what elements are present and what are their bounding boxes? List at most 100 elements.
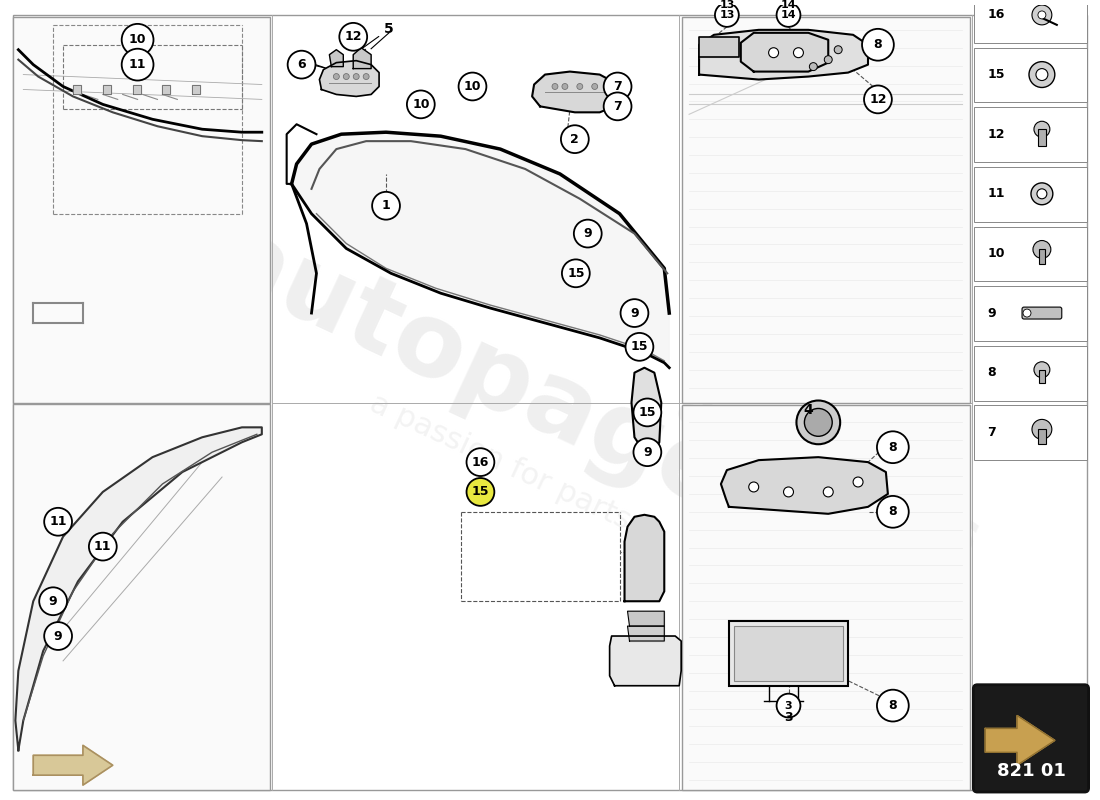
FancyBboxPatch shape: [1022, 307, 1062, 319]
Polygon shape: [720, 457, 888, 514]
FancyBboxPatch shape: [729, 621, 848, 686]
Bar: [975, 167, 1087, 222]
Text: 16: 16: [472, 456, 490, 469]
Bar: [975, 107, 1087, 162]
Circle shape: [777, 3, 801, 27]
Text: 6: 6: [297, 58, 306, 71]
Text: 15: 15: [472, 486, 490, 498]
Bar: [975, 48, 1087, 102]
Circle shape: [372, 192, 400, 220]
Circle shape: [287, 50, 316, 78]
Circle shape: [783, 487, 793, 497]
Circle shape: [466, 478, 494, 506]
Circle shape: [44, 508, 72, 536]
Circle shape: [1038, 11, 1046, 19]
Circle shape: [777, 694, 801, 718]
Text: 2: 2: [571, 133, 580, 146]
Polygon shape: [627, 611, 664, 626]
Circle shape: [810, 62, 817, 70]
Circle shape: [562, 83, 568, 90]
Text: 9: 9: [630, 306, 639, 319]
Circle shape: [343, 74, 350, 79]
Circle shape: [634, 398, 661, 426]
Circle shape: [333, 74, 339, 79]
Text: 13: 13: [719, 0, 735, 10]
Text: 9: 9: [988, 306, 996, 319]
Text: 9: 9: [48, 594, 57, 608]
Text: 5: 5: [384, 22, 394, 36]
Bar: [975, 226, 1087, 282]
Polygon shape: [532, 71, 617, 112]
Text: 7: 7: [613, 100, 621, 113]
Polygon shape: [353, 48, 371, 69]
Text: 12: 12: [988, 128, 1004, 141]
Circle shape: [576, 83, 583, 90]
Text: 11: 11: [988, 187, 1004, 200]
Text: 14: 14: [781, 10, 796, 20]
Circle shape: [715, 3, 739, 27]
Polygon shape: [133, 85, 141, 94]
Circle shape: [620, 299, 648, 327]
Text: 7: 7: [613, 80, 621, 93]
Circle shape: [626, 333, 653, 361]
Circle shape: [749, 482, 759, 492]
FancyBboxPatch shape: [974, 685, 1089, 792]
Circle shape: [40, 587, 67, 615]
Polygon shape: [700, 30, 868, 79]
Text: 12: 12: [869, 93, 887, 106]
Text: autopages: autopages: [199, 206, 802, 559]
Text: 15: 15: [568, 267, 584, 280]
Circle shape: [339, 23, 367, 50]
Circle shape: [1032, 5, 1052, 25]
Text: 9: 9: [54, 630, 63, 642]
Bar: [13, 17, 270, 402]
Circle shape: [1032, 419, 1052, 439]
Text: 15: 15: [988, 68, 1004, 81]
Circle shape: [854, 477, 864, 487]
Polygon shape: [102, 85, 111, 94]
Circle shape: [122, 49, 154, 81]
Circle shape: [562, 259, 590, 287]
Polygon shape: [163, 85, 170, 94]
Circle shape: [824, 56, 833, 64]
Text: 8: 8: [889, 506, 898, 518]
Text: 9: 9: [583, 227, 592, 240]
Text: 8: 8: [988, 366, 996, 379]
Circle shape: [89, 533, 117, 561]
Circle shape: [363, 74, 370, 79]
Text: 10: 10: [129, 34, 146, 46]
Text: 10: 10: [464, 80, 481, 93]
Polygon shape: [192, 85, 200, 94]
Circle shape: [1034, 122, 1049, 137]
Polygon shape: [319, 61, 380, 97]
Text: 15: 15: [630, 340, 648, 354]
Polygon shape: [609, 636, 681, 686]
Bar: [1038, 430, 1046, 444]
Circle shape: [793, 48, 803, 58]
Bar: [1038, 250, 1045, 264]
Circle shape: [592, 83, 597, 90]
Circle shape: [466, 448, 494, 476]
Circle shape: [834, 46, 843, 54]
Bar: [13, 405, 270, 790]
Circle shape: [1028, 62, 1055, 87]
Polygon shape: [329, 50, 343, 66]
Text: 12: 12: [344, 30, 362, 43]
Polygon shape: [740, 33, 828, 71]
Bar: [975, 406, 1087, 460]
Circle shape: [1031, 183, 1053, 205]
Polygon shape: [73, 85, 81, 94]
Text: 9: 9: [644, 446, 651, 458]
Circle shape: [44, 622, 72, 650]
Polygon shape: [33, 746, 112, 785]
Text: 4: 4: [803, 403, 813, 418]
Circle shape: [864, 86, 892, 114]
Polygon shape: [631, 368, 661, 452]
Circle shape: [1036, 69, 1048, 81]
Text: 10: 10: [988, 247, 1004, 260]
Circle shape: [1023, 309, 1031, 317]
Circle shape: [877, 496, 909, 528]
Polygon shape: [986, 715, 1055, 766]
Text: 14: 14: [781, 0, 796, 10]
Circle shape: [122, 24, 154, 56]
